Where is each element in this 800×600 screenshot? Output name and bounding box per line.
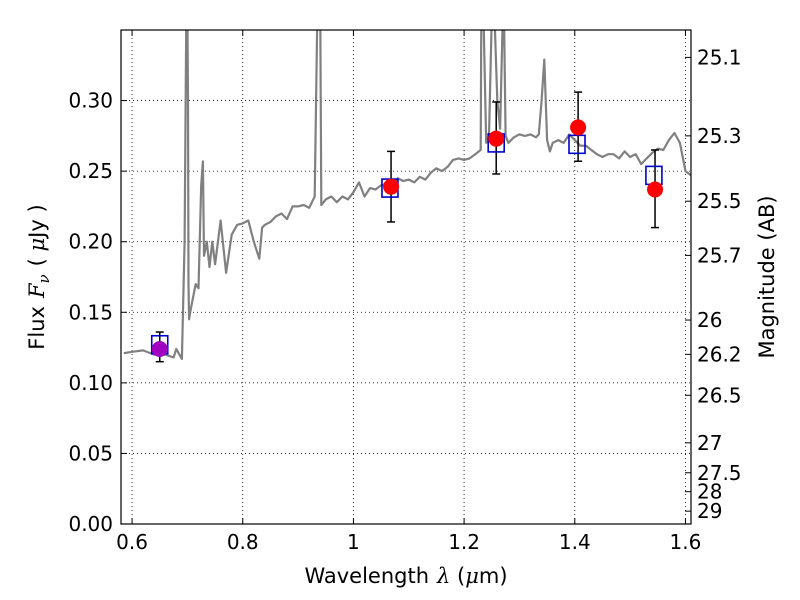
x-tick-label: 1 — [347, 530, 360, 554]
x-axis-label: Wavelength λ (μm) — [304, 564, 507, 588]
spectrum — [123, 30, 691, 360]
y2-tick-label: 25.3 — [697, 124, 742, 148]
observed-point — [151, 340, 168, 357]
x-tick-label: 0.6 — [116, 530, 148, 554]
plot-frame — [120, 29, 692, 525]
y2-tick-label: 26.2 — [697, 342, 742, 366]
y2-tick-label: 29 — [697, 499, 722, 523]
y-axis-ticks: 0.00 0.05 0.10 0.15 0.20 0.25 0.30 — [68, 89, 127, 536]
y-tick-label: 0.15 — [68, 300, 113, 324]
y2-tick-label: 27 — [697, 431, 722, 455]
observed-point — [488, 130, 505, 147]
y2-tick-label: 26 — [697, 308, 722, 332]
y2-tick-label: 27.5 — [697, 461, 742, 485]
y2-tick-label: 26.5 — [697, 383, 742, 407]
x-axis-ticks: 0.6 0.8 1 1.2 1.4 1.6 — [116, 30, 701, 554]
x-tick-label: 0.8 — [227, 530, 259, 554]
model-point — [568, 134, 586, 155]
x-tick-label: 1.6 — [670, 530, 702, 554]
y-tick-label: 0.30 — [68, 89, 113, 113]
y-tick-label: 0.05 — [68, 441, 113, 465]
x-tick-label: 1.2 — [448, 530, 480, 554]
y-tick-label: 0.00 — [68, 512, 113, 536]
grid — [121, 30, 691, 525]
y2-tick-label: 25.5 — [697, 189, 742, 213]
observed-points — [151, 119, 664, 357]
y2-tick-label: 25.1 — [697, 45, 742, 69]
y-axis-label: FluxFν( μJy ) — [25, 204, 53, 349]
y-tick-label: 0.20 — [68, 230, 113, 254]
y-tick-label: 0.10 — [68, 371, 113, 395]
observed-point — [647, 181, 664, 198]
spectrum-line — [123, 30, 691, 360]
y2-tick-label: 28 — [697, 480, 722, 504]
y2-tick-label: 25.7 — [697, 243, 742, 267]
observed-point — [383, 178, 400, 195]
x-tick-label: 1.4 — [559, 530, 591, 554]
y2-axis-label: Magnitude (AB) — [755, 195, 779, 358]
y-tick-label: 0.25 — [68, 159, 113, 183]
observed-point — [570, 119, 587, 136]
model-points — [150, 133, 663, 355]
